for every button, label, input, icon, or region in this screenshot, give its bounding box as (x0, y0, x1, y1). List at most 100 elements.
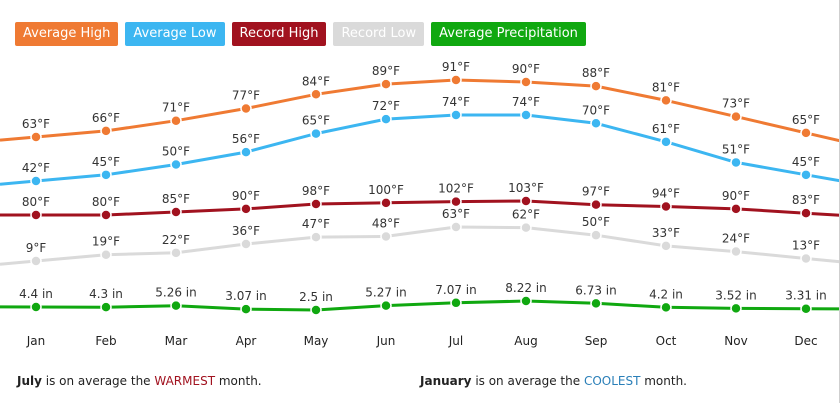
average-high-point[interactable] (30, 131, 42, 143)
record-high-point[interactable] (660, 200, 672, 213)
average-low-point[interactable] (660, 136, 672, 148)
average-high-value-label: 66°F (92, 111, 120, 125)
average-precipitation-point[interactable] (240, 303, 252, 315)
average-high-point[interactable] (660, 94, 672, 107)
average-low-point[interactable] (590, 117, 602, 129)
average-precipitation-value-label: 4.3 in (89, 287, 123, 301)
average-high-point[interactable] (240, 102, 252, 115)
record-high-point[interactable] (100, 209, 112, 221)
average-high-point[interactable] (450, 74, 462, 86)
average-high-point[interactable] (730, 110, 742, 123)
average-precipitation-point[interactable] (30, 301, 42, 313)
record-high-point[interactable] (240, 203, 252, 215)
record-high-point[interactable] (30, 209, 42, 221)
average-low-point[interactable] (310, 127, 322, 140)
average-precipitation-value-label: 8.22 in (505, 281, 546, 295)
average-high-value-label: 73°F (722, 97, 750, 111)
average-high-value-label: 77°F (232, 89, 260, 103)
record-low-value-label: 13°F (792, 238, 820, 252)
average-low-point[interactable] (730, 156, 742, 169)
record-low-value-label: 24°F (722, 232, 750, 246)
average-precipitation-point[interactable] (800, 302, 812, 315)
average-low-value-label: 45°F (92, 155, 120, 169)
average-high-point[interactable] (100, 125, 112, 137)
legend-average-low[interactable]: Average Low (125, 22, 225, 46)
month-label-aug: Aug (514, 334, 537, 348)
average-low-value-label: 56°F (232, 132, 260, 146)
average-precipitation-value-label: 7.07 in (435, 283, 476, 297)
record-high-point[interactable] (450, 195, 462, 208)
legend-record-high[interactable]: Record High (231, 22, 327, 46)
record-low-point[interactable] (730, 245, 742, 258)
record-low-point[interactable] (310, 231, 322, 243)
coolest-text-a: is on average the (471, 374, 584, 388)
average-high-point[interactable] (310, 88, 322, 100)
average-low-point[interactable] (380, 113, 392, 125)
average-precipitation-point[interactable] (170, 299, 182, 312)
record-high-point[interactable] (730, 203, 742, 215)
average-precipitation-point[interactable] (450, 297, 462, 309)
average-precipitation-point[interactable] (730, 302, 742, 315)
average-low-point[interactable] (240, 146, 252, 158)
record-low-point[interactable] (170, 247, 182, 259)
legend-record-low[interactable]: Record Low (333, 22, 425, 46)
month-label-may: May (304, 334, 329, 348)
record-low-value-label: 36°F (232, 224, 260, 238)
month-label-dec: Dec (794, 334, 817, 348)
record-high-value-label: 90°F (722, 189, 750, 203)
average-high-point[interactable] (520, 76, 532, 88)
record-high-point[interactable] (170, 206, 182, 218)
average-high-point[interactable] (590, 80, 602, 92)
average-precipitation-point[interactable] (100, 301, 112, 313)
record-low-value-label: 48°F (372, 216, 400, 230)
record-low-point[interactable] (800, 252, 812, 265)
record-high-line (0, 199, 840, 217)
record-high-value-label: 85°F (162, 192, 190, 206)
record-low-value-label: 19°F (92, 235, 120, 249)
average-low-point[interactable] (30, 175, 42, 187)
record-high-point[interactable] (520, 195, 532, 207)
record-low-point[interactable] (100, 248, 112, 261)
average-low-value-label: 74°F (512, 95, 540, 109)
average-precipitation-value-label: 4.2 in (649, 287, 683, 301)
record-high-point[interactable] (380, 197, 392, 209)
record-low-point[interactable] (240, 238, 252, 250)
record-high-value-label: 94°F (652, 186, 680, 200)
average-precipitation-point[interactable] (520, 295, 532, 307)
average-precipitation-value-label: 3.07 in (225, 289, 266, 303)
average-high-value-label: 71°F (162, 101, 190, 115)
average-high-point[interactable] (380, 78, 392, 90)
record-high-value-label: 80°F (22, 195, 50, 209)
record-high-value-label: 80°F (92, 195, 120, 209)
average-low-point[interactable] (450, 109, 462, 121)
record-high-value-label: 103°F (508, 181, 544, 195)
record-low-point[interactable] (520, 221, 532, 234)
record-low-point[interactable] (590, 229, 602, 241)
average-precipitation-point[interactable] (380, 299, 392, 312)
record-high-point[interactable] (590, 198, 602, 211)
record-low-point[interactable] (450, 221, 462, 233)
average-low-value-label: 51°F (722, 142, 750, 156)
average-precipitation-point[interactable] (590, 297, 602, 310)
record-low-point[interactable] (30, 255, 42, 267)
record-low-point[interactable] (660, 240, 672, 252)
average-precipitation-value-label: 4.4 in (19, 287, 53, 301)
average-precipitation-value-label: 5.27 in (365, 286, 406, 300)
record-high-point[interactable] (800, 207, 812, 219)
average-precipitation-point[interactable] (660, 301, 672, 314)
average-low-point[interactable] (170, 158, 182, 171)
record-high-value-label: 100°F (368, 183, 404, 197)
average-high-point[interactable] (170, 114, 182, 127)
legend-average-high[interactable]: Average High (15, 22, 119, 46)
average-high-point[interactable] (800, 127, 812, 139)
average-precipitation-point[interactable] (310, 304, 322, 316)
average-low-point[interactable] (520, 109, 532, 121)
record-low-point[interactable] (380, 230, 392, 243)
average-precipitation-line (0, 299, 840, 312)
month-label-jun: Jun (376, 334, 396, 348)
legend-average-precipitation[interactable]: Average Precipitation (431, 22, 586, 46)
record-high-point[interactable] (310, 198, 322, 210)
average-low-point[interactable] (800, 169, 812, 181)
average-low-point[interactable] (100, 169, 112, 181)
record-low-value-label: 50°F (582, 215, 610, 229)
